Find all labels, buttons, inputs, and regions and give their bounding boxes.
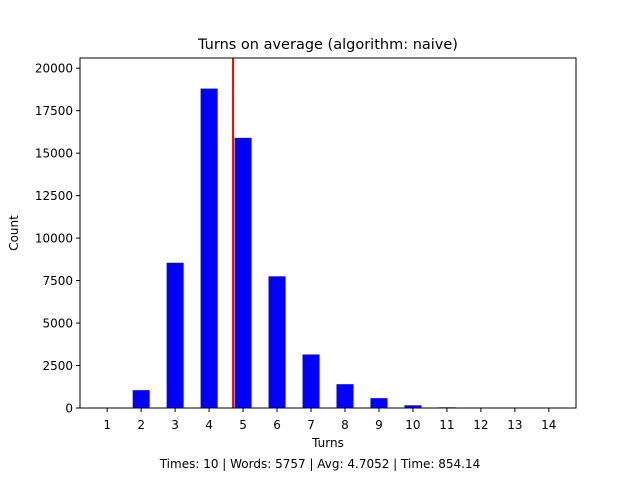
x-tick-label: 11 [439, 418, 454, 432]
bar-8 [336, 384, 354, 408]
x-tick-label: 4 [205, 418, 213, 432]
x-tick-label: 14 [541, 418, 556, 432]
bar-9 [370, 398, 388, 408]
bar-3 [166, 262, 184, 408]
bar-10 [404, 405, 422, 408]
x-tick-label: 5 [239, 418, 247, 432]
x-tick-label: 13 [507, 418, 522, 432]
bar-5 [234, 137, 252, 408]
y-tick-label: 0 [65, 402, 73, 416]
y-tick-label: 17500 [35, 104, 73, 118]
x-tick-label: 8 [341, 418, 349, 432]
x-tick-label: 6 [273, 418, 281, 432]
x-axis: 1 2 3 4 5 6 7 8 9 10 11 12 13 14 [103, 408, 556, 432]
x-tick-label: 9 [375, 418, 383, 432]
y-tick-label: 7500 [42, 274, 73, 288]
y-axis-label: Count [7, 215, 21, 251]
bars [132, 88, 558, 408]
x-tick-label: 2 [137, 418, 145, 432]
x-tick-label: 12 [473, 418, 488, 432]
y-tick-label: 10000 [35, 232, 73, 246]
x-tick-label: 3 [171, 418, 179, 432]
x-tick-label: 10 [405, 418, 420, 432]
bar-7 [302, 354, 320, 408]
y-axis: 0 2500 5000 7500 10000 12500 15000 17500 20000 [35, 62, 80, 416]
y-tick-label: 2500 [42, 359, 73, 373]
bar-4 [200, 88, 218, 408]
bar-6 [268, 276, 286, 408]
chart-title: Turns on average (algorithm: naive) [197, 37, 458, 53]
summary-footer: Times: 10 | Words: 5757 | Avg: 4.7052 | … [159, 457, 481, 471]
bar-2 [132, 390, 150, 408]
y-tick-label: 15000 [35, 147, 73, 161]
y-tick-label: 20000 [35, 62, 73, 76]
x-axis-label: Turns [311, 436, 344, 450]
x-tick-label: 1 [103, 418, 111, 432]
x-tick-label: 7 [307, 418, 315, 432]
y-tick-label: 5000 [42, 317, 73, 331]
y-tick-label: 12500 [35, 189, 73, 203]
plot-frame [79, 57, 577, 409]
chart: 0 2500 5000 7500 10000 12500 15000 17500 20000 1… [7, 37, 577, 450]
